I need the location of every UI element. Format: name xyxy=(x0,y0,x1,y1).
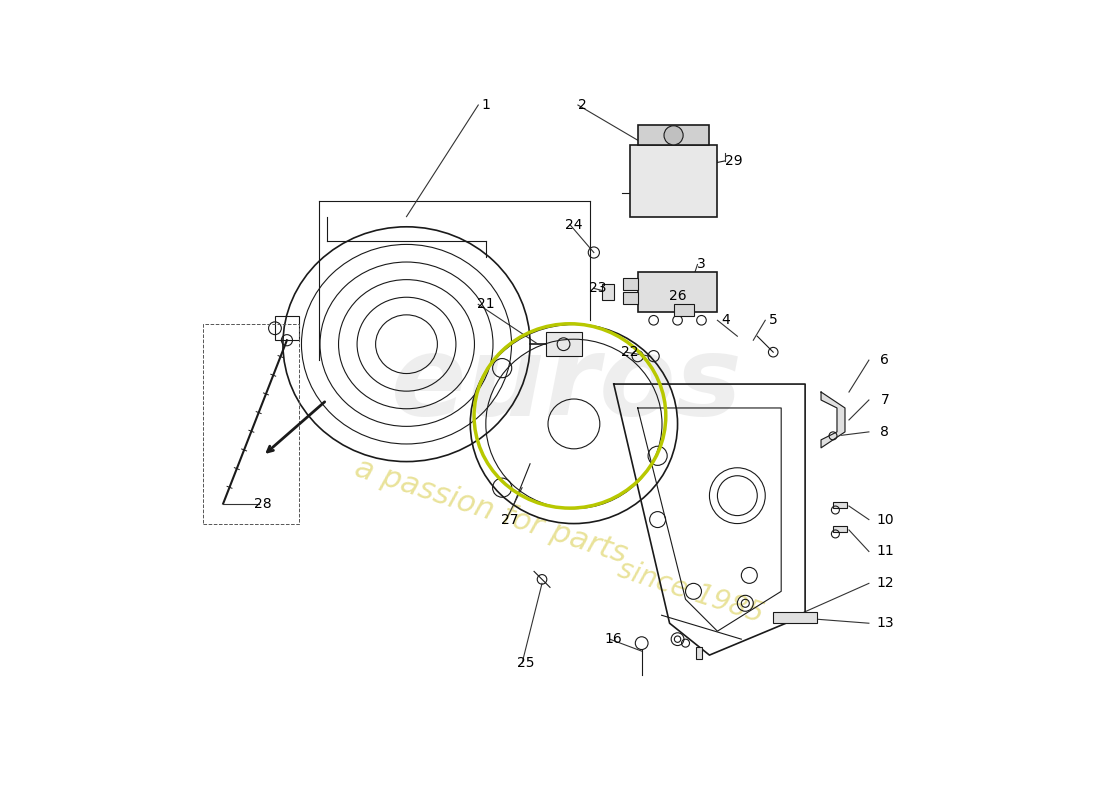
Bar xyxy=(204,324,299,523)
Bar xyxy=(673,304,693,316)
Bar xyxy=(546,332,582,356)
Bar xyxy=(638,125,710,145)
Bar xyxy=(624,292,638,304)
Text: 21: 21 xyxy=(477,298,495,311)
Bar xyxy=(275,316,299,340)
Text: 23: 23 xyxy=(590,282,606,295)
Text: 26: 26 xyxy=(669,290,686,303)
Bar xyxy=(602,285,614,300)
Text: 5: 5 xyxy=(769,314,778,327)
Text: 10: 10 xyxy=(876,513,893,526)
Circle shape xyxy=(664,126,683,145)
Bar xyxy=(624,278,638,290)
Bar xyxy=(629,145,717,217)
Text: 6: 6 xyxy=(880,353,889,367)
Text: 27: 27 xyxy=(502,513,519,526)
Text: 2: 2 xyxy=(578,98,586,112)
Text: 1: 1 xyxy=(482,98,491,112)
Text: euros: euros xyxy=(390,330,742,438)
Bar xyxy=(833,526,847,531)
Bar xyxy=(638,273,717,312)
Text: 16: 16 xyxy=(605,632,623,646)
Bar xyxy=(696,647,702,659)
Text: 8: 8 xyxy=(880,425,889,439)
Text: 28: 28 xyxy=(254,497,272,510)
Text: 25: 25 xyxy=(517,656,535,670)
Text: 4: 4 xyxy=(720,314,729,327)
Text: 3: 3 xyxy=(697,258,706,271)
Bar xyxy=(833,502,847,508)
Text: 29: 29 xyxy=(725,154,742,168)
Text: 24: 24 xyxy=(565,218,583,232)
Text: 22: 22 xyxy=(621,345,638,359)
Text: 12: 12 xyxy=(876,576,893,590)
Text: 11: 11 xyxy=(876,545,893,558)
Text: a passion for parts: a passion for parts xyxy=(351,454,630,570)
Text: 7: 7 xyxy=(880,393,889,407)
Polygon shape xyxy=(821,392,845,448)
Bar xyxy=(773,612,817,623)
Text: 13: 13 xyxy=(876,616,893,630)
Text: since 1985: since 1985 xyxy=(614,554,767,628)
